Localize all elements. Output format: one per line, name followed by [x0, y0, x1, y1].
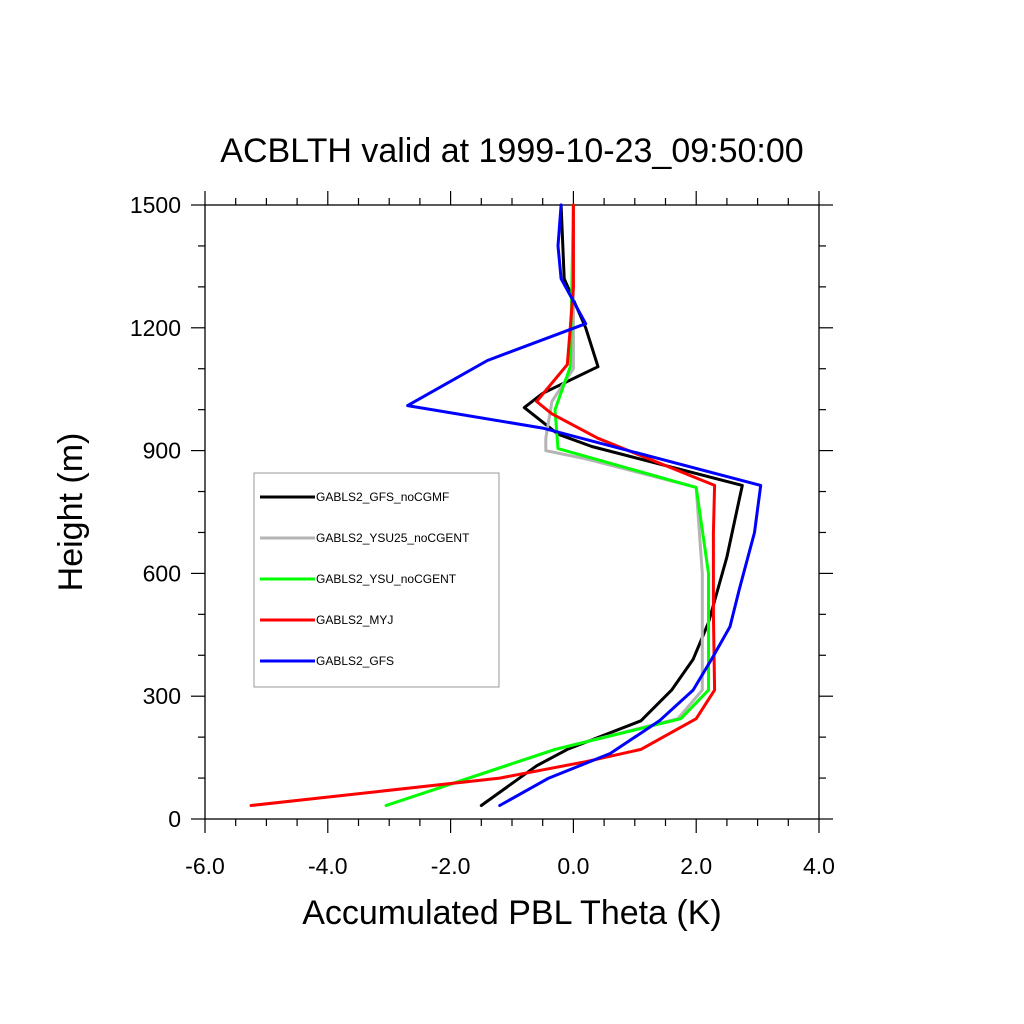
- x-tick-label: -2.0: [431, 853, 471, 879]
- x-tick-label: 0.0: [557, 853, 589, 879]
- y-tick-label: 1200: [130, 315, 181, 341]
- legend-label: GABLS2_YSU25_noCGENT: [316, 531, 470, 545]
- y-tick-label: 1500: [130, 192, 181, 218]
- series-line-1: [479, 203, 744, 807]
- y-axis-label: Height (m): [52, 433, 90, 592]
- series-line-4: [249, 203, 717, 807]
- x-tick-label: -6.0: [185, 853, 225, 879]
- y-tick-label: 0: [168, 806, 181, 832]
- series-layer: [249, 203, 763, 807]
- chart-legend: GABLS2_GFS_noCGMF GABLS2_YSU25_noCGENT GAB…: [253, 472, 500, 688]
- legend-label: GABLS2_GFS_noCGMF: [316, 490, 449, 504]
- legend-label: GABLS2_GFS: [316, 654, 394, 668]
- legend-label: GABLS2_YSU_noCGENT: [316, 572, 457, 586]
- series-line-5: [406, 203, 763, 807]
- chart-title: ACBLTH valid at 1999-10-23_09:50:00: [220, 132, 803, 170]
- plot-axes: -6.0 -4.0 -2.0 0.0 2.0 4.0 0 300 600 900 1200 1500: [130, 191, 835, 879]
- x-axis-label: Accumulated PBL Theta (K): [302, 894, 722, 932]
- x-tick-label: -4.0: [308, 853, 348, 879]
- x-tick-label: 2.0: [680, 853, 712, 879]
- y-tick-label: 900: [143, 438, 181, 464]
- series-line-3: [384, 203, 710, 807]
- legend-label: GABLS2_MYJ: [316, 613, 393, 627]
- x-tick-label: 4.0: [803, 853, 835, 879]
- y-tick-label: 300: [143, 683, 181, 709]
- y-tick-label: 600: [143, 560, 181, 586]
